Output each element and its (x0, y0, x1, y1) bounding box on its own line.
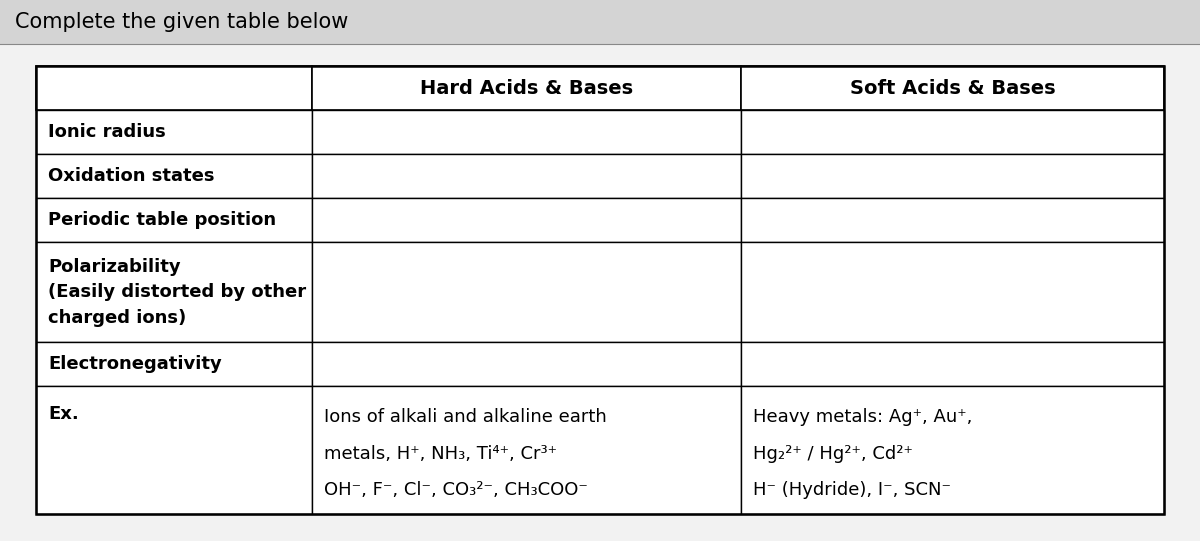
Bar (312, 199, 742, 242)
Text: Ionic radius: Ionic radius (48, 123, 166, 141)
Bar (36, 242, 312, 342)
Text: Ex.: Ex. (48, 405, 79, 424)
Text: Soft Acids & Bases: Soft Acids & Bases (850, 78, 1055, 97)
Bar (36, 199, 312, 242)
Text: Heavy metals: Ag⁺, Au⁺,: Heavy metals: Ag⁺, Au⁺, (754, 408, 972, 426)
Bar (36, 154, 312, 199)
Bar (742, 199, 1164, 242)
Bar (742, 242, 1164, 342)
Bar (312, 66, 742, 110)
Text: Periodic table position: Periodic table position (48, 212, 276, 229)
Text: Hard Acids & Bases: Hard Acids & Bases (420, 78, 634, 97)
Bar (312, 154, 742, 199)
Bar (312, 386, 742, 514)
Bar (742, 342, 1164, 386)
Text: H⁻ (Hydride), I⁻, SCN⁻: H⁻ (Hydride), I⁻, SCN⁻ (754, 481, 952, 499)
Bar (312, 242, 742, 342)
Bar (742, 386, 1164, 514)
Bar (36, 66, 312, 110)
Text: Polarizability
(Easily distorted by other
charged ions): Polarizability (Easily distorted by othe… (48, 258, 306, 327)
Text: Ions of alkali and alkaline earth: Ions of alkali and alkaline earth (324, 408, 607, 426)
Bar (742, 154, 1164, 199)
Text: Complete the given table below: Complete the given table below (14, 12, 348, 32)
Text: Oxidation states: Oxidation states (48, 167, 215, 185)
Bar (36, 66, 1164, 514)
Bar (36, 342, 312, 386)
Bar (742, 110, 1164, 154)
Bar (0, 0, 1200, 44)
Bar (36, 386, 312, 514)
Text: Hg₂²⁺ / Hg²⁺, Cd²⁺: Hg₂²⁺ / Hg²⁺, Cd²⁺ (754, 445, 913, 463)
Bar (36, 110, 312, 154)
Bar (312, 110, 742, 154)
Text: OH⁻, F⁻, Cl⁻, CO₃²⁻, CH₃COO⁻: OH⁻, F⁻, Cl⁻, CO₃²⁻, CH₃COO⁻ (324, 481, 588, 499)
Text: Electronegativity: Electronegativity (48, 355, 222, 373)
Bar (312, 342, 742, 386)
Bar (742, 66, 1164, 110)
Text: metals, H⁺, NH₃, Ti⁴⁺, Cr³⁺: metals, H⁺, NH₃, Ti⁴⁺, Cr³⁺ (324, 445, 557, 463)
